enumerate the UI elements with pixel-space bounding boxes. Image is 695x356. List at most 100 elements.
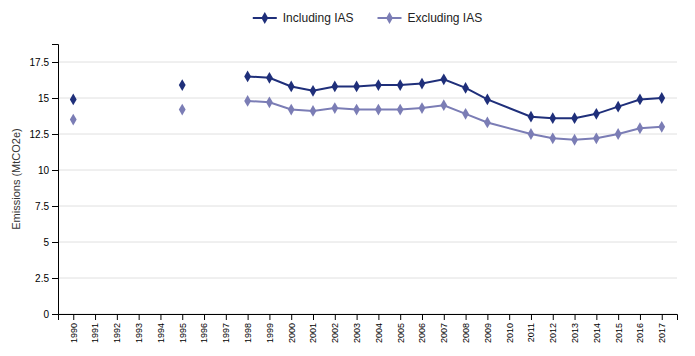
y-tick-label: 15 [38,93,50,104]
point [288,104,295,116]
y-tick-label: 0 [43,309,49,320]
x-tick-mark [335,314,336,320]
point [637,94,644,106]
point [288,81,295,93]
point [331,102,338,114]
legend: Including IAS Excluding IAS [253,11,482,25]
point [310,85,317,97]
chart: 1990199119921993199419951996199719981999… [0,0,695,356]
x-tick-label: 1990 [69,323,79,343]
x-tick: 2004 [374,314,384,343]
point [266,96,273,108]
x-tick-label: 2002 [330,323,340,343]
x-tick: 2015 [614,314,624,343]
x-tick: 1999 [265,314,275,343]
x-tick-label: 2003 [352,323,362,343]
x-tick-mark [139,314,140,320]
x-tick-label: 2014 [592,323,602,343]
grid [58,62,677,314]
grid-line [58,278,677,279]
point [462,82,469,94]
y-tick: 17.5 [30,57,58,68]
y-tick: 5 [43,237,58,248]
legend-label: Including IAS [283,11,354,25]
x-tick: 2014 [592,314,602,343]
x-tick-label: 2005 [396,323,406,343]
grid-line [58,206,677,207]
point [549,112,556,124]
x-axis-line [59,315,678,321]
y-tick-mark [52,314,58,315]
x-tick: 2005 [396,314,406,343]
x-tick: 1995 [178,314,188,343]
x-tick-label: 1998 [243,323,253,343]
point [549,132,556,144]
x-tick-mark [291,314,292,320]
legend-item: Excluding IAS [378,11,483,25]
legend-marker [261,12,268,24]
x-tick: 1997 [221,314,231,343]
x-tick: 2017 [657,314,667,343]
x-tick-label: 2000 [287,323,297,343]
y-tick-mark [52,206,58,207]
x-tick: 1993 [134,314,144,343]
legend-label: Excluding IAS [408,11,483,25]
point [440,73,447,85]
x-tick-label: 1999 [265,323,275,343]
x-tick-label: 2016 [635,323,645,343]
point [397,104,404,116]
x-tick: 2013 [570,314,580,343]
x-tick-label: 2007 [439,323,449,343]
point [462,108,469,120]
point [593,108,600,120]
marks [70,71,665,146]
x-tick: 1990 [69,314,79,343]
x-tick-mark [378,314,379,320]
x-axis: 1990199119921993199419951996199719981999… [59,314,678,343]
y-tick-label: 2.5 [35,273,49,284]
x-tick-mark [444,314,445,320]
x-tick-mark [618,314,619,320]
x-tick-mark [466,314,467,320]
x-tick-mark [248,314,249,320]
point [571,134,578,146]
x-tick: 2012 [548,314,558,343]
y-tick: 0 [43,309,58,320]
y-tick-label: 10 [38,165,50,176]
point [244,71,251,83]
x-tick: 2009 [483,314,493,343]
x-tick-mark [73,314,74,320]
x-tick: 1991 [90,314,100,343]
x-tick-mark [313,314,314,320]
x-tick-mark [487,314,488,320]
y-tick-label: 7.5 [35,201,49,212]
x-tick-mark [553,314,554,320]
x-tick-label: 2001 [308,323,318,343]
x-tick-mark [575,314,576,320]
x-tick-label: 1991 [90,323,100,343]
point [375,79,382,91]
y-tick-mark [52,242,58,243]
y-tick-label: 5 [43,237,49,248]
point [179,79,186,91]
y-tick-mark [52,62,58,63]
grid-line [58,242,677,243]
point [484,94,491,106]
x-tick: 2003 [352,314,362,343]
x-tick-label: 2009 [483,323,493,343]
point [70,94,77,106]
point [375,104,382,116]
grid-line [58,134,677,135]
point [658,92,665,104]
x-tick: 2008 [461,314,471,343]
x-tick-label: 1997 [221,323,231,343]
x-tick-mark [160,314,161,320]
x-tick-mark [357,314,358,320]
x-tick-label: 1995 [178,323,188,343]
point [593,132,600,144]
point [244,95,251,107]
x-tick-mark [95,314,96,320]
x-tick: 2007 [439,314,449,343]
y-tick-label: 12.5 [30,129,50,140]
y-tick: 12.5 [30,129,58,140]
